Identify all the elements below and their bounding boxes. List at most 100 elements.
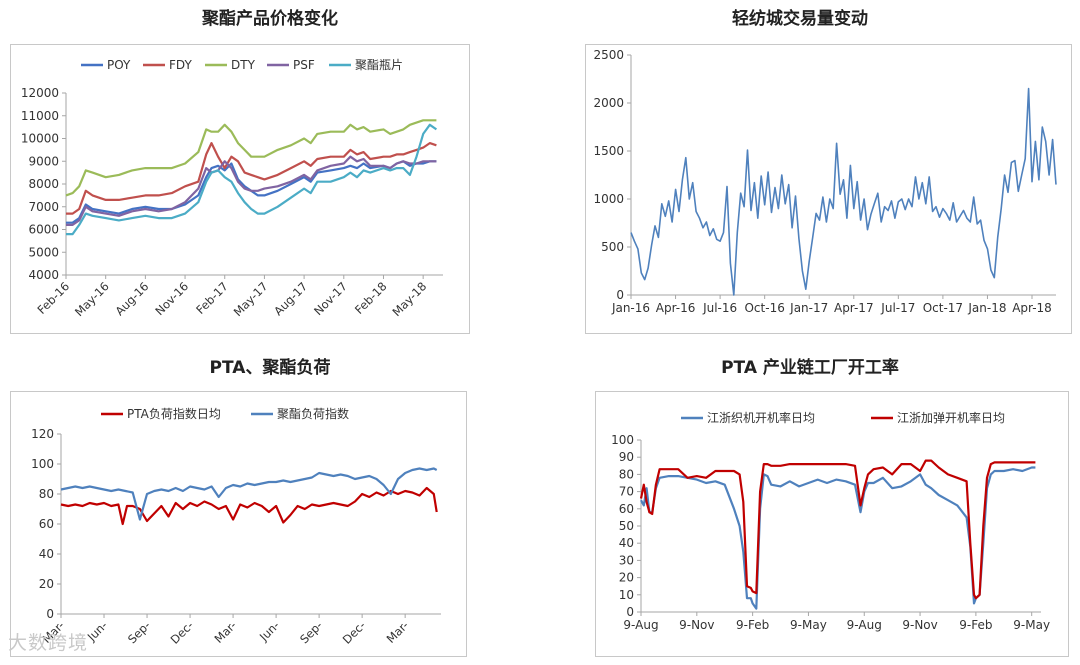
legend-label-2: 聚酯负荷指数 [277,406,349,421]
legend-label-2: FDY [169,58,192,72]
legend-label-1: 江浙织机开机率日均 [707,410,815,425]
x-tick-label: May-18 [389,279,429,319]
y-tick-label: 11000 [21,109,59,123]
x-tick-label: Dec- [340,618,369,647]
chart-panel-load: 0 20 40 60 80 100 120 Mar- Jun- Sep- Dec- Mar- Jun- S… [10,391,467,657]
x-tick-label: 9-May [1013,618,1050,632]
y-tick-label: 80 [39,487,54,501]
x-tick-label: Feb-16 [35,279,73,317]
series-line-4 [66,155,437,226]
x-tick-label: Dec- [168,618,197,647]
y-tick-label: 4000 [28,268,59,282]
y-tick-label: 0 [46,607,54,621]
legend-label-4: PSF [293,58,315,72]
y-tick-label: 500 [601,240,624,254]
x-tick-label: May-16 [72,279,112,319]
y-tick-label: 60 [619,502,634,516]
x-tick-label: Jul-16 [702,301,737,315]
chart-panel-price: 4000 5000 6000 7000 8000 9000 10000 11000 12000 F… [10,44,470,334]
x-tick-label: Nov-16 [152,279,191,318]
y-tick-label: 30 [619,553,634,567]
series-line-1 [60,486,438,526]
y-tick-label: 120 [31,427,54,441]
y-tick-label: 0 [616,288,624,302]
y-tick-label: 40 [619,536,634,550]
x-tick-label: Aug-17 [271,279,310,318]
series-line-1 [640,466,1036,610]
x-tick-label: 9-Nov [902,618,937,632]
volume-chart: 0 500 1000 1500 2000 2500 Jan-16 Apr-16 Jul-16 Oc… [593,48,1057,315]
legend-label-5: 聚酯瓶片 [355,58,403,72]
chart-panel-operating-rate: 0 10 20 30 40 50 60 70 80 90 100 9-Aug 9-Nov 9-Feb 9-M… [595,391,1069,657]
y-tick-label: 1500 [593,144,624,158]
series-line-2 [66,141,437,215]
legend-label-2: 江浙加弹开机率日均 [897,410,1005,425]
x-tick-label: Mar- [384,618,412,646]
x-tick-label: 9-Nov [679,618,714,632]
y-tick-label: 20 [619,571,634,585]
x-tick-label: Oct-17 [923,301,963,315]
operating-rate-chart: 0 10 20 30 40 50 60 70 80 90 100 9-Aug 9-Nov 9-Feb 9-M… [611,410,1050,632]
legend-label-1: PTA负荷指数日均 [127,406,221,421]
x-tick-label: Nov-17 [311,279,350,318]
y-tick-label: 10000 [21,132,59,146]
x-tick-label: Apr-16 [656,301,696,315]
x-tick-label: 9-Aug [623,618,658,632]
watermark: 大数跨境 [8,632,89,654]
x-tick-label: May-17 [231,279,271,319]
x-tick-label: Apr-17 [834,301,874,315]
y-tick-label: 20 [39,577,54,591]
series-line-2 [639,459,1036,600]
y-tick-label: 70 [619,485,634,499]
x-tick-label: Jan-16 [611,301,650,315]
y-tick-label: 40 [39,547,54,561]
price-chart: 4000 5000 6000 7000 8000 9000 10000 11000 12000 F… [21,58,443,319]
x-tick-label: Mar- [212,618,240,646]
x-tick-label: 9-Feb [959,618,992,632]
chart-title-4: PTA 产业链工厂开工率 [721,358,899,378]
y-tick-label: 6000 [28,223,59,237]
y-tick-label: 10 [619,588,634,602]
y-tick-label: 90 [619,450,634,464]
series-line-1 [630,87,1057,296]
x-tick-label: Sep- [297,618,325,646]
x-tick-label: Sep- [125,618,153,646]
y-tick-label: 2000 [593,96,624,110]
x-tick-label: Apr-18 [1012,301,1052,315]
y-tick-label: 9000 [28,154,59,168]
y-tick-label: 2500 [593,48,624,62]
y-tick-label: 100 [31,457,54,471]
x-tick-label: Aug-16 [112,279,151,318]
chart-panel-volume: 0 500 1000 1500 2000 2500 Jan-16 Apr-16 Jul-16 Oc… [585,44,1072,334]
series-line-2 [60,467,438,521]
x-tick-label: Jul-17 [880,301,915,315]
legend-label-3: DTY [231,58,256,72]
x-tick-label: Jan-17 [789,301,828,315]
y-tick-label: 5000 [28,245,59,259]
x-tick-label: 9-Feb [736,618,769,632]
y-tick-label: 50 [619,519,634,533]
x-tick-label: Oct-16 [744,301,784,315]
series-line-1 [66,160,437,224]
x-tick-label: Feb-18 [352,279,390,317]
y-tick-label: 100 [611,433,634,447]
y-tick-label: 80 [619,467,634,481]
legend-label-1: POY [107,58,131,72]
y-tick-label: 60 [39,517,54,531]
chart-title-2: 轻纺城交易量变动 [732,9,868,29]
y-tick-label: 0 [626,605,634,619]
x-tick-label: 9-Aug [847,618,882,632]
chart-title-3: PTA、聚酯负荷 [209,358,331,378]
y-tick-label: 8000 [28,177,59,191]
y-tick-label: 12000 [21,86,59,100]
x-tick-label: Jan-18 [967,301,1006,315]
series-line-5 [66,123,438,236]
chart-title-1: 聚酯产品价格变化 [202,9,338,29]
y-tick-label: 1000 [593,192,624,206]
x-tick-label: Jun- [256,618,282,644]
y-tick-label: 7000 [28,200,59,214]
x-tick-label: 9-May [790,618,827,632]
x-tick-label: Feb-17 [193,279,231,317]
series-line-3 [65,119,437,197]
